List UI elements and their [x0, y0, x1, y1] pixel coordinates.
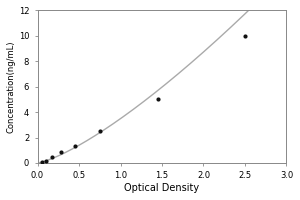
X-axis label: Optical Density: Optical Density: [124, 183, 200, 193]
Point: [50, 156, 55, 159]
Point: [39, 161, 44, 164]
Point: [155, 98, 160, 101]
Point: [44, 159, 48, 163]
Y-axis label: Concentration(ng/mL): Concentration(ng/mL): [7, 40, 16, 133]
Point: [73, 145, 77, 148]
Point: [243, 34, 248, 37]
Point: [98, 130, 102, 133]
Point: [58, 150, 63, 153]
